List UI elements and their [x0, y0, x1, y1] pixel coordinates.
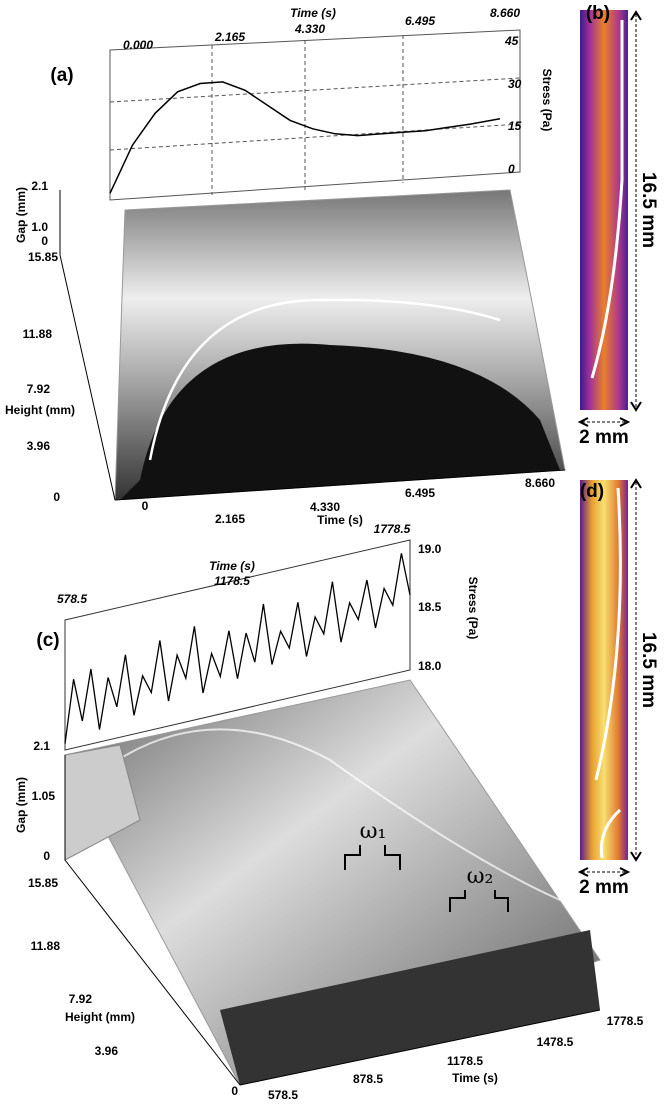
axis-title: Gap (mm) [14, 187, 28, 243]
tick-label: 1.05 [32, 789, 56, 803]
tick-label: 1178.5 [447, 1054, 483, 1068]
tick-label: 2.1 [31, 179, 48, 193]
tick-label: 6.495 [405, 486, 435, 500]
tick-label: 0 [508, 162, 515, 176]
tick-label: 8.660 [525, 476, 555, 490]
tick-label: 0 [142, 499, 149, 513]
axis-title: Gap (mm) [14, 777, 28, 833]
tick-label: 18.0 [418, 659, 442, 673]
tick-label: 11.88 [31, 939, 61, 953]
tick-label: 0 [231, 1084, 238, 1098]
tick-label: 0 [43, 849, 50, 863]
tick-label: 1.0 [31, 220, 48, 234]
tick-label: 15.85 [28, 876, 58, 890]
tick-label: 3.96 [95, 1044, 119, 1058]
tick-label: 45 [504, 34, 519, 48]
dimension-label: 2 mm [579, 877, 629, 898]
panel-b-image [577, 10, 642, 427]
axis-title: Stress (Pa) [466, 577, 480, 640]
dimension-label: 16.5 mm [638, 632, 659, 708]
tick-label: 19.0 [418, 542, 442, 556]
dimension-label: 16.5 mm [638, 172, 659, 248]
annotation: ω₁ [360, 819, 387, 844]
tick-label: 8.660 [490, 6, 520, 20]
tick-label: 11.88 [23, 327, 53, 341]
axis-title: Height (mm) [5, 403, 75, 417]
tick-label: 0 [41, 234, 48, 248]
axis-title: Time (s) [452, 1071, 498, 1085]
tick-label: 878.5 [353, 1072, 383, 1086]
axis-title: Time (s) [290, 6, 336, 20]
axis-title: Height (mm) [65, 1010, 135, 1024]
tick-label: 578.5 [57, 592, 87, 606]
tick-label: 1778.5 [374, 522, 411, 536]
panel-c-surface [64, 539, 601, 1086]
tick-label: 15 [508, 119, 522, 133]
panel-label: (d) [580, 481, 604, 502]
tick-label: 7.92 [69, 992, 93, 1006]
tick-label: 1478.5 [537, 1035, 574, 1049]
tick-label: 578.5 [268, 1088, 298, 1102]
tick-label: 6.495 [405, 14, 435, 28]
tick-label: 7.92 [27, 382, 51, 396]
stress-line [109, 81, 501, 194]
axis-title: Stress (Pa) [540, 69, 554, 132]
panel-label: (b) [586, 3, 610, 24]
tick-label: 0.000 [123, 38, 153, 52]
tick-label: 1778.5 [607, 1014, 644, 1028]
tick-label: 4.330 [310, 500, 340, 514]
tick-label: 15.85 [28, 250, 58, 264]
tick-label: 2.1 [33, 739, 50, 753]
tick-label: 30 [508, 77, 522, 91]
tick-label: 3.96 [27, 439, 51, 453]
tick-label: 2.165 [214, 30, 245, 44]
panel-label: (a) [50, 65, 73, 86]
axis-title: Time (s) [209, 559, 255, 573]
tick-label: 0 [53, 490, 60, 504]
tick-label: 2.165 [215, 512, 245, 526]
stress-line [64, 553, 411, 744]
dimension-label: 2 mm [579, 427, 629, 448]
axis-title: Time (s) [317, 513, 363, 527]
panel-label: (c) [36, 630, 59, 651]
tick-label: 4.330 [294, 22, 325, 36]
tick-label: 1178.5 [214, 574, 250, 588]
tick-label: 18.5 [418, 600, 442, 614]
annotation: ω₂ [467, 864, 494, 889]
panel-d-image [577, 478, 642, 877]
panel-a-surface [59, 29, 566, 501]
